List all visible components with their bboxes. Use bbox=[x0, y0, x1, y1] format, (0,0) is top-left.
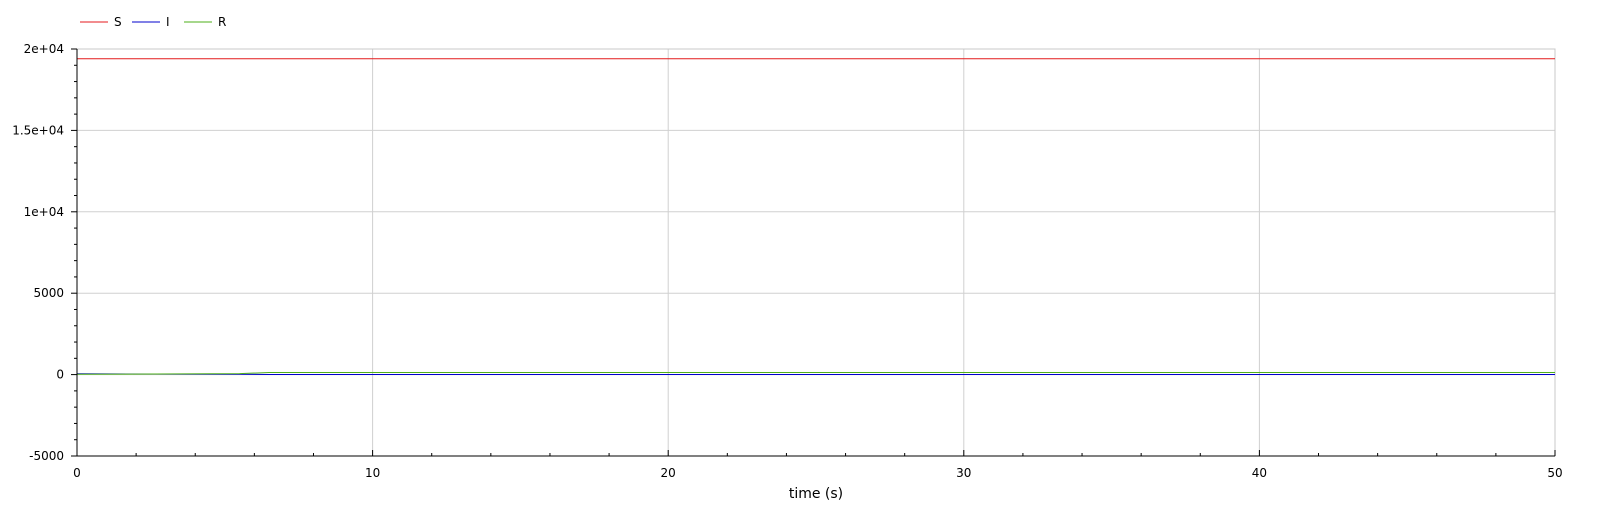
grid bbox=[77, 48, 1556, 456]
plot-frame bbox=[76, 48, 1556, 457]
x-axis-label: time (s) bbox=[789, 486, 843, 502]
y-tick-label: 1.5e+04 bbox=[12, 123, 64, 137]
x-tick-label: 50 bbox=[1547, 466, 1562, 480]
series-lines bbox=[76, 58, 1555, 375]
y-tick-label: 5000 bbox=[33, 286, 64, 300]
legend-label-i: I bbox=[166, 15, 170, 29]
series-line-i bbox=[76, 373, 1555, 375]
legend-label-s: S bbox=[114, 15, 122, 29]
x-tick-label: 20 bbox=[661, 466, 676, 480]
y-tick-label: 2e+04 bbox=[24, 42, 64, 56]
legend-label-r: R bbox=[218, 15, 226, 29]
axes: 0 10 20 30 40 50 -5000 0 5000 1e+04 1.5e+04 2e+04 bbox=[12, 42, 1562, 480]
y-tick-label: 1e+04 bbox=[24, 205, 64, 219]
x-tick-label: 0 bbox=[73, 466, 81, 480]
x-tick-label: 30 bbox=[956, 466, 971, 480]
y-tick-label: -5000 bbox=[29, 449, 64, 463]
x-tick-label: 40 bbox=[1252, 466, 1267, 480]
y-tick-label: 0 bbox=[56, 368, 64, 382]
series-line-r bbox=[76, 372, 1555, 375]
x-tick-label: 10 bbox=[365, 466, 380, 480]
